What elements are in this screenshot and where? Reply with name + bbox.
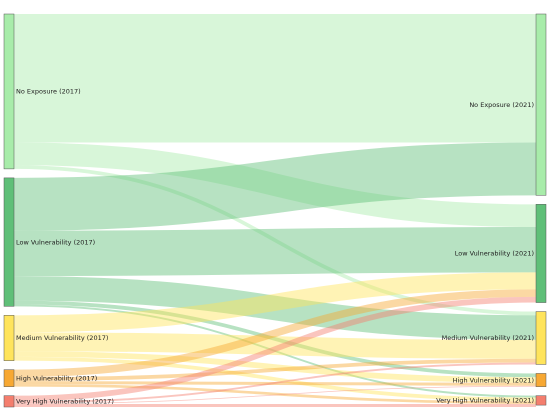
flow-link-vh17-mv21 xyxy=(13,362,537,404)
node-bar-lv21 xyxy=(535,204,547,303)
node-bar-vh21 xyxy=(535,395,547,406)
node-bar-vh17 xyxy=(3,395,15,408)
node-labels: No Exposure (2017) Low Vulnerability (201… xyxy=(16,88,534,406)
flow-link-lv17-vh21 xyxy=(13,304,537,398)
flow-link-hv17-vh21 xyxy=(13,384,537,404)
flow-link-mv17-hv21 xyxy=(13,351,537,383)
node-label-mv17: Medium Vulnerability (2017) xyxy=(16,334,108,342)
node-label-vh21: Very High Vulnerability (2021) xyxy=(436,397,534,405)
node-label-lv17: Low Vulnerability (2017) xyxy=(16,238,95,246)
node-label-ne17: No Exposure (2017) xyxy=(16,88,81,96)
flow-link-vh17-lv21 xyxy=(13,296,537,402)
flow-link-mv17-vh21 xyxy=(13,356,537,402)
node-bar-lv17 xyxy=(3,177,15,307)
node-bar-ne17 xyxy=(3,13,15,170)
flow-link-ne17-lv21 xyxy=(13,142,537,228)
flow-link-lv17-mv21 xyxy=(13,276,537,340)
flow-link-lv17-lv21 xyxy=(13,227,537,277)
node-bar-hv21 xyxy=(535,373,547,387)
flow-links xyxy=(13,14,537,408)
node-label-lv21: Low Vulnerability (2021) xyxy=(455,250,534,258)
node-bar-ne21 xyxy=(535,13,547,196)
flow-link-lv17-hv21 xyxy=(13,300,537,378)
flow-link-mv17-mv21 xyxy=(13,332,537,359)
node-bar-mv17 xyxy=(3,315,15,361)
flow-link-hv17-lv21 xyxy=(13,289,537,378)
node-label-vh17: Very High Vulnerability (2017) xyxy=(16,398,114,406)
node-label-ne21: No Exposure (2021) xyxy=(469,101,534,109)
node-label-hv21: High Vulnerability (2021) xyxy=(453,376,534,384)
node-label-hv17: High Vulnerability (2017) xyxy=(16,374,97,382)
flow-link-vh17-hv21 xyxy=(13,385,537,404)
flow-link-hv17-mv21 xyxy=(13,358,537,381)
flow-nodes xyxy=(3,13,547,408)
node-bar-mv21 xyxy=(535,311,547,365)
node-bar-hv17 xyxy=(3,369,15,387)
flow-link-lv17-ne21 xyxy=(13,142,537,231)
flow-link-mv17-lv21 xyxy=(13,272,537,333)
flow-link-ne17-mv21 xyxy=(13,165,537,316)
flow-link-hv17-hv21 xyxy=(13,380,537,386)
node-label-mv21: Medium Vulnerability (2021) xyxy=(442,334,534,342)
